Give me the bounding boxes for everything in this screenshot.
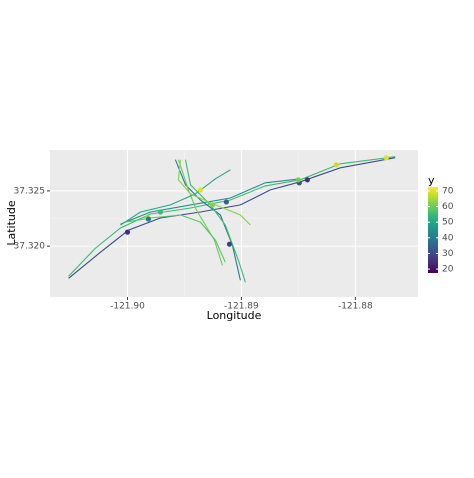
road: [174, 159, 241, 281]
point: [226, 241, 233, 247]
road: [177, 159, 223, 266]
point: [124, 229, 131, 235]
point: [197, 187, 203, 193]
road: [68, 157, 396, 279]
road: [184, 159, 246, 283]
point: [295, 177, 301, 183]
colorbar-tick-label: 40: [442, 233, 454, 243]
x-axis-title: Longitude: [207, 309, 262, 322]
y-tick-label: 37.320: [14, 242, 46, 252]
colorbar-title: y: [428, 174, 435, 187]
points: [124, 155, 389, 247]
x-tick-label: -121.88: [338, 302, 373, 312]
grid: [50, 150, 418, 297]
panel: [50, 150, 418, 297]
road: [120, 169, 231, 226]
colorbar-tick-label: 60: [442, 202, 454, 212]
y-tick-label: 37.325: [14, 186, 46, 196]
colorbar: 20 30 40 50 60 70: [428, 186, 454, 275]
road: [177, 159, 251, 226]
point: [145, 216, 152, 222]
x-tick-label: -121.89: [224, 302, 259, 312]
colorbar-gradient: [428, 187, 438, 273]
colorbar-tick-label: 50: [442, 218, 454, 228]
colorbar-tick-label: 30: [442, 249, 454, 259]
point: [383, 155, 389, 161]
point: [304, 177, 310, 183]
x-tick-label: -121.90: [110, 302, 145, 312]
colorbar-tick-label: 70: [442, 186, 454, 196]
point: [157, 209, 163, 215]
colorbar-tick-label: 20: [442, 265, 454, 275]
point: [223, 199, 229, 205]
point: [209, 202, 215, 208]
y-axis-title: Latitude: [5, 200, 18, 246]
road: [120, 178, 301, 225]
point: [333, 162, 339, 168]
